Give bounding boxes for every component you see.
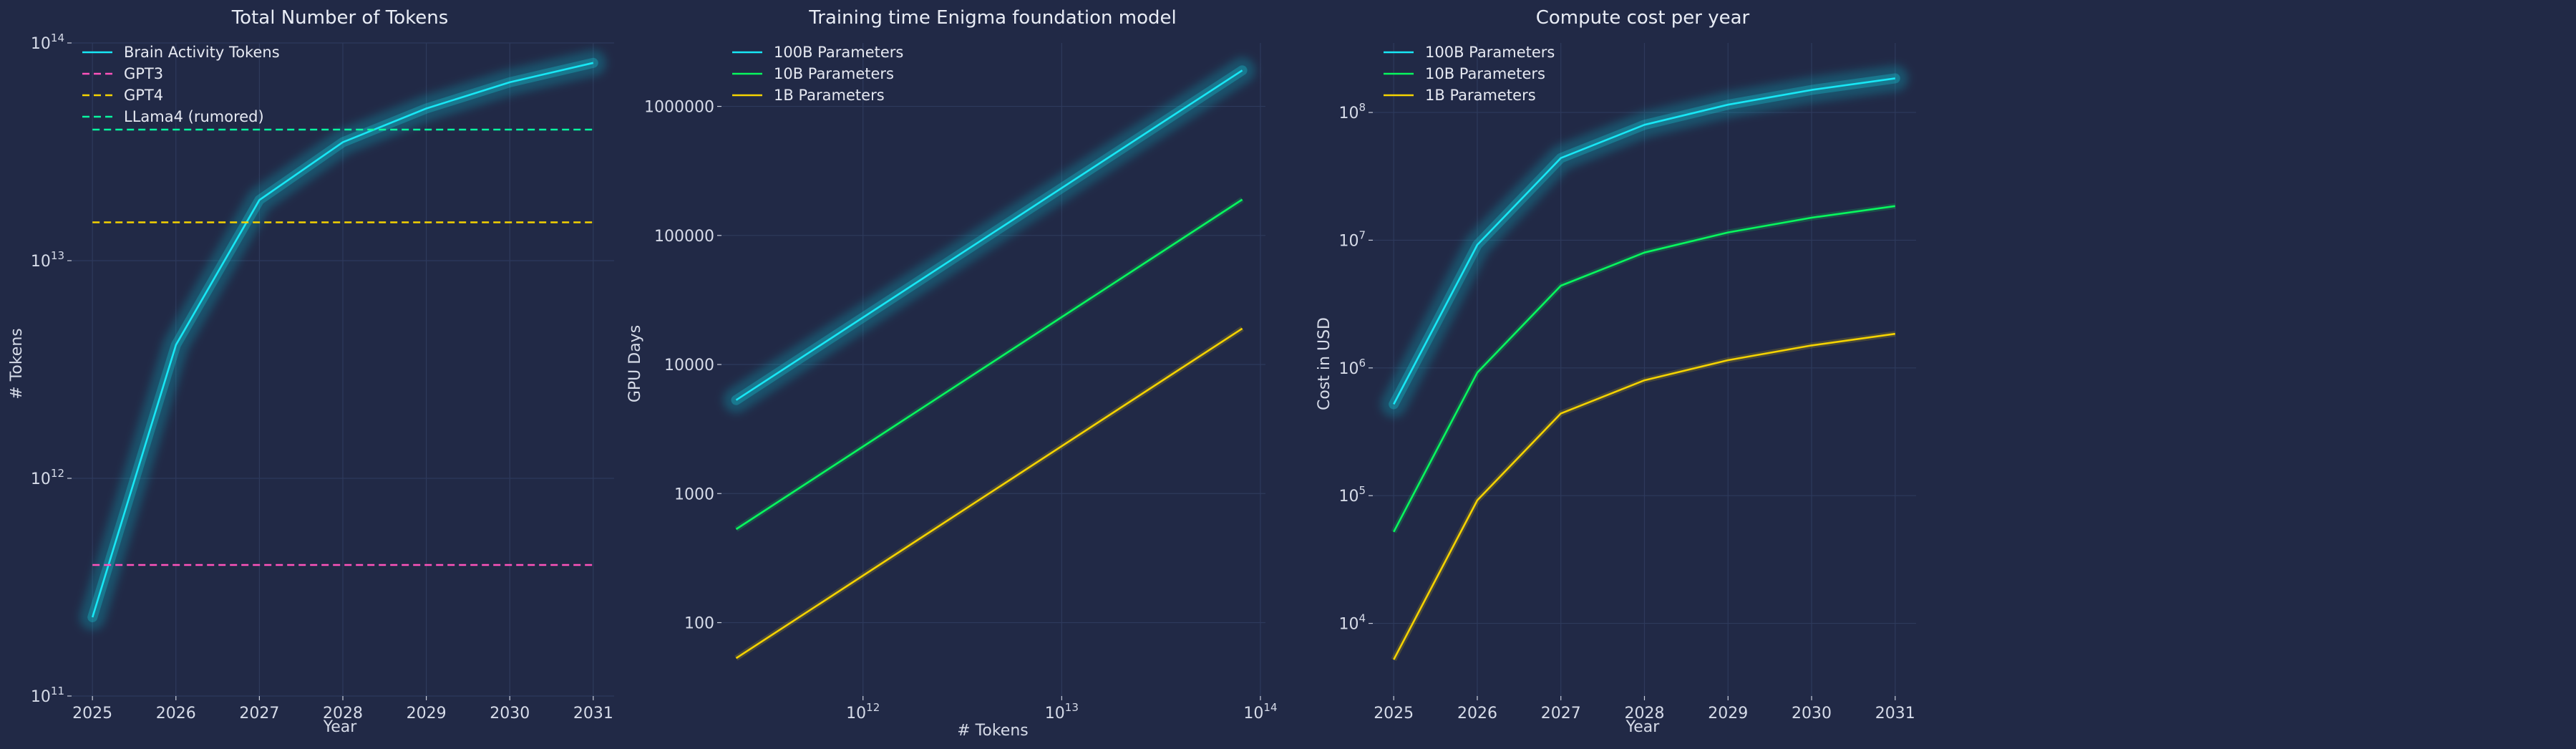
x-tick-label-base: 10 [1243,705,1263,723]
legend-label-100b-parameters: 100B Parameters [774,44,903,61]
y-axis-label: Cost in USD [1316,317,1333,410]
x-tick-label: 2031 [573,705,613,723]
x-axis-ticks: 1012 1013 1014 [846,696,1278,723]
y-tick-label: 10000 [664,357,714,374]
legend-label-gpt4: GPT4 [124,87,163,104]
x-tick-label: 2031 [1875,705,1915,723]
chart-title: Training time Enigma foundation model [808,7,1177,29]
legend-label-brain-activity-tokens: Brain Activity Tokens [124,44,280,61]
legend-label-1b-parameters: 1B Parameters [774,87,885,104]
chart-panel-training-time: Training time Enigma foundation model # … [626,7,1278,740]
y-tick-label-exponent: 12 [51,467,64,480]
x-tick-label: 2029 [407,705,447,723]
chart-panel-compute-cost: Compute cost per year Year Cost in USD 2… [1316,7,1916,736]
x-tick-label: 1014 [1243,701,1277,723]
y-tick-label: 105 [1338,484,1366,506]
x-tick-label: 1012 [846,701,880,723]
series-line-100b-parameters [735,69,1243,401]
y-tick-label: 1014 [31,32,64,53]
x-axis-label: # Tokens [957,722,1028,740]
legend: 100B Parameters 10B Parameters 1B Paramete… [1384,44,1555,104]
y-axis-label: GPU Days [626,325,644,402]
series-line-10b-parameters [1393,205,1895,533]
legend: 100B Parameters 10B Parameters 1B Paramete… [732,44,903,104]
x-tick-label-base: 10 [846,705,866,723]
y-tick-label-exponent: 5 [1359,484,1366,497]
legend-label-llama4-rumored: LLama4 (rumored) [124,108,264,125]
chart-title: Compute cost per year [1536,7,1750,29]
x-tick-label-exponent: 14 [1263,701,1277,714]
y-tick-label-exponent: 6 [1359,357,1366,369]
y-tick-label: 1013 [31,249,64,271]
y-tick-label-base: 10 [31,35,51,53]
x-tick-label-base: 10 [1045,705,1065,723]
series-line-brain-activity-tokens [91,62,594,618]
y-axis-label: # Tokens [8,328,26,399]
y-tick-label-exponent: 7 [1359,228,1366,241]
x-tick-label: 2028 [1625,705,1665,723]
x-tick-label: 2030 [490,705,530,723]
y-tick-label: 104 [1338,612,1366,634]
legend: Brain Activity Tokens GPT3 GPT4 LLama4 (rum… [82,44,280,125]
y-tick-label: 100 [684,615,714,633]
legend-label-10b-parameters: 10B Parameters [774,65,894,82]
y-tick-label-base: 10 [31,688,51,706]
y-tick-label-base: 10 [1338,360,1359,378]
y-tick-label-base: 10 [1338,105,1359,122]
series-line-1b-parameters [1393,332,1895,660]
y-tick-label: 107 [1338,228,1366,250]
y-tick-label-base: 10 [31,470,51,488]
grid [1373,43,1916,696]
series-layer [79,49,606,630]
x-tick-label: 2027 [239,705,279,723]
y-tick-label-exponent: 13 [51,249,64,262]
y-axis-ticks: 100 1000 10000 100000 1000000 [644,99,721,633]
series-layer [1381,65,1908,662]
y-tick-label: 1012 [31,467,64,488]
y-tick-label: 100000 [654,228,714,246]
x-tick-label: 2026 [1457,705,1497,723]
x-tick-label-exponent: 12 [866,701,880,714]
y-tick-label-base: 10 [1338,616,1359,634]
y-tick-label: 106 [1338,357,1366,378]
legend-label-10b-parameters: 10B Parameters [1425,65,1545,82]
series-line-1b-parameters [735,327,1243,659]
chart-panel-total-tokens: Total Number of Tokens Year # Tokens 202… [8,7,614,736]
chart-title: Total Number of Tokens [231,7,449,29]
x-tick-label: 2028 [323,705,363,723]
series-layer [723,57,1255,661]
y-tick-label-base: 10 [1338,232,1359,250]
y-tick-label-exponent: 8 [1359,101,1366,114]
x-tick-label-exponent: 13 [1065,701,1079,714]
y-tick-label-base: 10 [1338,488,1359,506]
x-tick-label: 2029 [1708,705,1748,723]
y-tick-label: 1000 [674,485,714,503]
x-tick-label: 2025 [72,705,112,723]
x-tick-label: 2030 [1792,705,1832,723]
y-tick-label: 108 [1338,101,1366,122]
y-tick-label: 1011 [31,685,64,706]
legend-label-1b-parameters: 1B Parameters [1425,87,1536,104]
legend-label-100b-parameters: 100B Parameters [1425,44,1555,61]
x-tick-label: 2027 [1541,705,1581,723]
y-tick-label-base: 10 [31,253,51,271]
series-line-10b-parameters [735,198,1243,531]
x-tick-label: 2026 [156,705,196,723]
y-tick-label-exponent: 4 [1359,612,1366,625]
x-tick-label: 2025 [1374,705,1414,723]
x-tick-label: 1013 [1045,701,1079,723]
y-tick-label: 1000000 [644,99,714,117]
x-axis-label: Year [323,718,358,736]
legend-label-gpt3: GPT3 [124,65,163,82]
y-tick-label-exponent: 11 [51,685,64,697]
y-tick-label-exponent: 14 [51,32,64,44]
x-axis-ticks: 2025 2026 2027 2028 2029 2030 2031 [1374,696,1915,723]
x-axis-label: Year [1625,718,1661,736]
series-line-100b-parameters [1393,77,1895,405]
x-axis-ticks: 2025 2026 2027 2028 2029 2030 2031 [72,696,613,723]
